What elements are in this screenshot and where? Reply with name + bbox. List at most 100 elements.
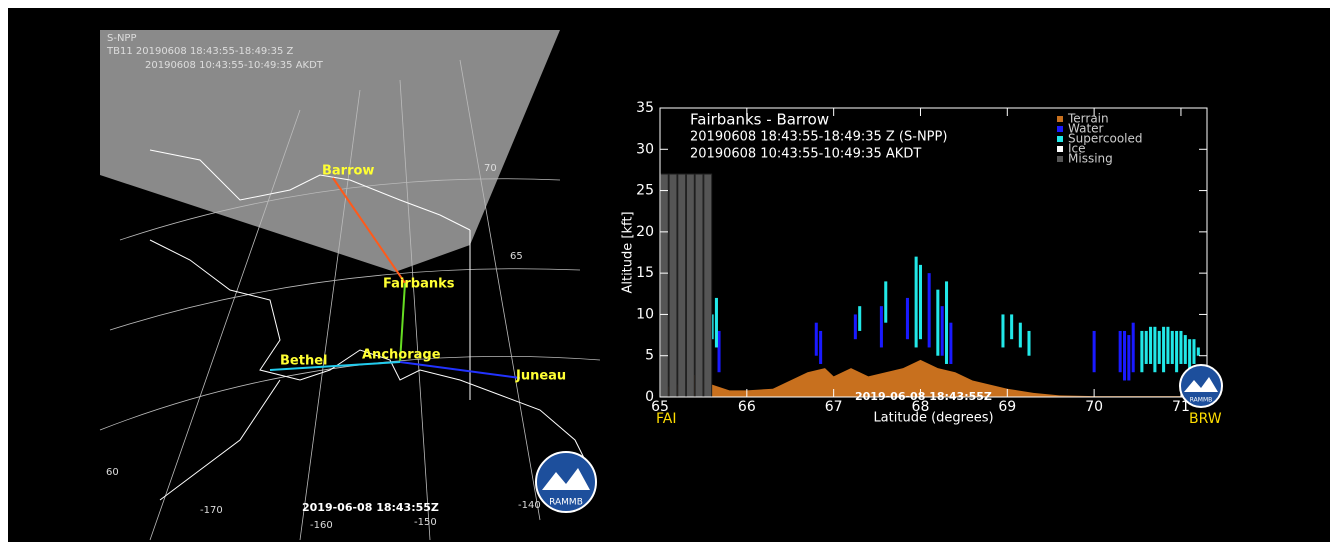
cloud-bar — [949, 322, 953, 364]
cloud-bar — [668, 173, 678, 398]
cloud-bar — [1179, 330, 1183, 364]
legend-label: Missing — [1068, 152, 1113, 166]
legend-swatch — [1057, 136, 1063, 142]
cloud-bar — [945, 281, 949, 364]
city-label: Fairbanks — [383, 277, 455, 292]
cloud-bar — [936, 289, 940, 356]
x-tick-label: 67 — [825, 399, 843, 415]
x-tick-label: 70 — [1085, 399, 1103, 415]
y-tick-label: 35 — [636, 100, 654, 116]
cloud-bar — [1153, 326, 1157, 373]
cloud-bar — [905, 297, 909, 340]
legend-label: Terrain — [1067, 112, 1109, 126]
route-anchorage-juneau — [399, 361, 521, 379]
cloud-bar — [1149, 326, 1153, 364]
chart-title: Fairbanks - Barrow — [690, 111, 829, 129]
time-utc: TB11 20190608 18:43:55-18:49:35 Z — [106, 46, 294, 57]
cloud-bar — [677, 173, 687, 398]
cloud-bar — [1118, 330, 1122, 373]
cloud-bar — [879, 306, 883, 348]
legend-swatch — [1057, 116, 1063, 122]
cloud-bar — [1140, 330, 1144, 373]
cloud-bar — [694, 173, 704, 398]
cloud-bar — [1001, 314, 1005, 348]
y-tick-label: 30 — [636, 141, 654, 157]
cloud-bar — [703, 173, 713, 398]
time-local: 20190608 10:43:55-10:49:35 AKDT — [145, 60, 324, 71]
x-tick-label: 71 — [1172, 399, 1190, 415]
logo-text: RAMMB — [1190, 397, 1213, 404]
city-label: Anchorage — [362, 348, 441, 363]
cloud-bar — [1175, 330, 1179, 373]
y-tick-label: 10 — [636, 306, 654, 322]
x-tick-label: 68 — [912, 399, 930, 415]
logo — [535, 451, 597, 513]
cloud-bar — [1166, 326, 1170, 364]
route-fairbanks-anchorage — [399, 282, 406, 363]
y-tick-label: 25 — [636, 183, 654, 199]
legend-swatch — [1057, 146, 1063, 152]
y-tick-label: 15 — [636, 265, 654, 281]
terrain-area — [660, 359, 1207, 397]
cloud-bar — [1170, 330, 1174, 364]
cloud-bar — [1196, 347, 1200, 356]
city-label: Juneau — [515, 369, 566, 384]
cloud-bar — [1131, 322, 1135, 373]
cloud-bar — [927, 273, 931, 348]
map-timestamp: 2019-06-08 18:43:55Z — [302, 501, 439, 514]
map: S-NPP TB11 20190608 18:43:55-18:49:35 Z … — [99, 8, 601, 541]
cloud-bar — [1122, 330, 1127, 381]
cloud-bar — [819, 330, 823, 364]
cloud-bar — [914, 256, 918, 348]
cloud-bar — [1027, 330, 1031, 356]
cloud-bar — [940, 306, 944, 356]
lat-label: 70 — [484, 163, 497, 174]
start-label: FAI — [656, 411, 676, 427]
cloud-bar — [1127, 335, 1131, 381]
lon-label: -150 — [414, 517, 437, 528]
y-tick-label: 20 — [636, 224, 654, 240]
cloud-bar — [1092, 330, 1096, 373]
x-tick-label: 65 — [651, 399, 669, 415]
cloud-bar — [1162, 326, 1166, 373]
city-label: Bethel — [280, 354, 327, 369]
legend-label: Supercooled — [1068, 132, 1143, 146]
x-tick-label: 66 — [738, 399, 756, 415]
swath-edge — [100, 8, 560, 30]
cloud-bar — [858, 306, 862, 331]
y-tick-label: 0 — [645, 389, 654, 405]
x-tick-label: 69 — [998, 399, 1016, 415]
city-label: Barrow — [322, 164, 374, 179]
lon-label: -160 — [310, 520, 333, 531]
cloud-bar — [1183, 335, 1187, 364]
cloud-bar — [1192, 339, 1196, 364]
chart-subtitle: 20190608 10:43:55-10:49:35 AKDT — [690, 147, 921, 162]
cloud-bar — [1018, 322, 1022, 348]
cloud-bar — [1188, 339, 1192, 373]
chart-subtitle: 20190608 18:43:55-18:49:35 Z (S-NPP) — [690, 130, 947, 145]
cloud-bar — [884, 281, 888, 323]
logo-mountain — [542, 468, 590, 490]
graticule — [99, 59, 601, 541]
chart: 0 5 10 15 20 25 30 35 65 66 67 68 69 70 71 Latitude (de… — [621, 100, 1223, 427]
cloud-bar — [1010, 314, 1014, 340]
logo-mountain — [1184, 377, 1218, 392]
x-axis-label: Latitude (degrees) — [873, 411, 993, 426]
cloud-bar — [685, 173, 695, 398]
logo-text: RAMMB — [549, 498, 583, 508]
lon-label: -170 — [200, 505, 223, 516]
lon-label: -140 — [518, 500, 541, 511]
satellite-swath — [100, 30, 560, 272]
cloud-bar — [918, 264, 922, 340]
lat-label: 65 — [510, 251, 523, 262]
y-tick-label: 5 — [645, 348, 654, 364]
y-axis-label: Altitude [kft] — [621, 211, 636, 293]
cloud-bar — [1157, 330, 1161, 364]
cloud-bar — [717, 330, 721, 373]
satellite-name: S-NPP — [107, 33, 137, 44]
legend-swatch — [1057, 156, 1063, 162]
legend-swatch — [1057, 126, 1063, 132]
route-barrow-fairbanks — [332, 177, 406, 284]
